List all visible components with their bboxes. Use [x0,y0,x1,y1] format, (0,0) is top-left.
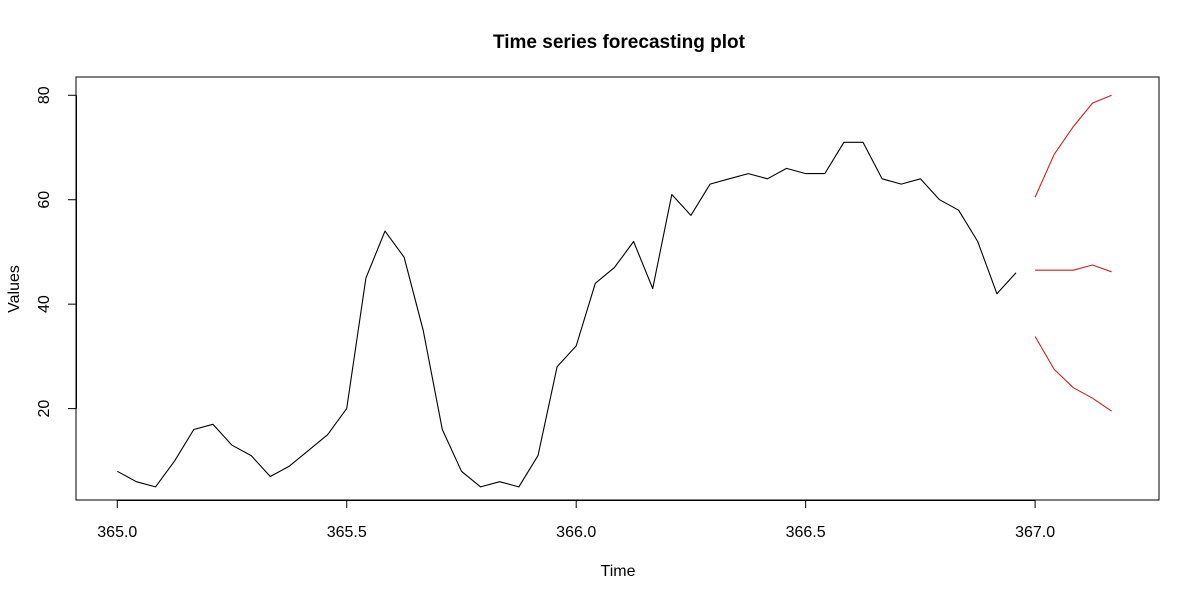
x-tick-label: 365.5 [327,524,367,541]
chart-title: Time series forecasting plot [493,32,746,53]
y-tick-label: 40 [36,295,53,313]
forecast-series-line [1034,336,1112,412]
forecast-series-line [1035,264,1112,273]
x-axis: 365.0 365.5 366.0 366.5 367.0 [97,500,1055,541]
observed-series-line [117,141,1017,488]
y-axis: 20 40 60 80 [36,86,77,418]
x-tick-label: 367.0 [1015,524,1055,541]
x-tick-label: 366.5 [786,524,826,541]
series-layer [117,94,1112,488]
y-tick-label: 60 [36,191,53,209]
y-axis-label: Values [6,265,23,313]
y-tick-label: 80 [36,86,53,104]
forecast-series-line [1034,94,1112,198]
x-axis-label: Time [601,563,636,580]
x-tick-label: 366.0 [556,524,596,541]
plot-frame [75,76,1160,501]
y-tick-label: 20 [36,400,53,418]
x-tick-label: 365.0 [97,524,137,541]
